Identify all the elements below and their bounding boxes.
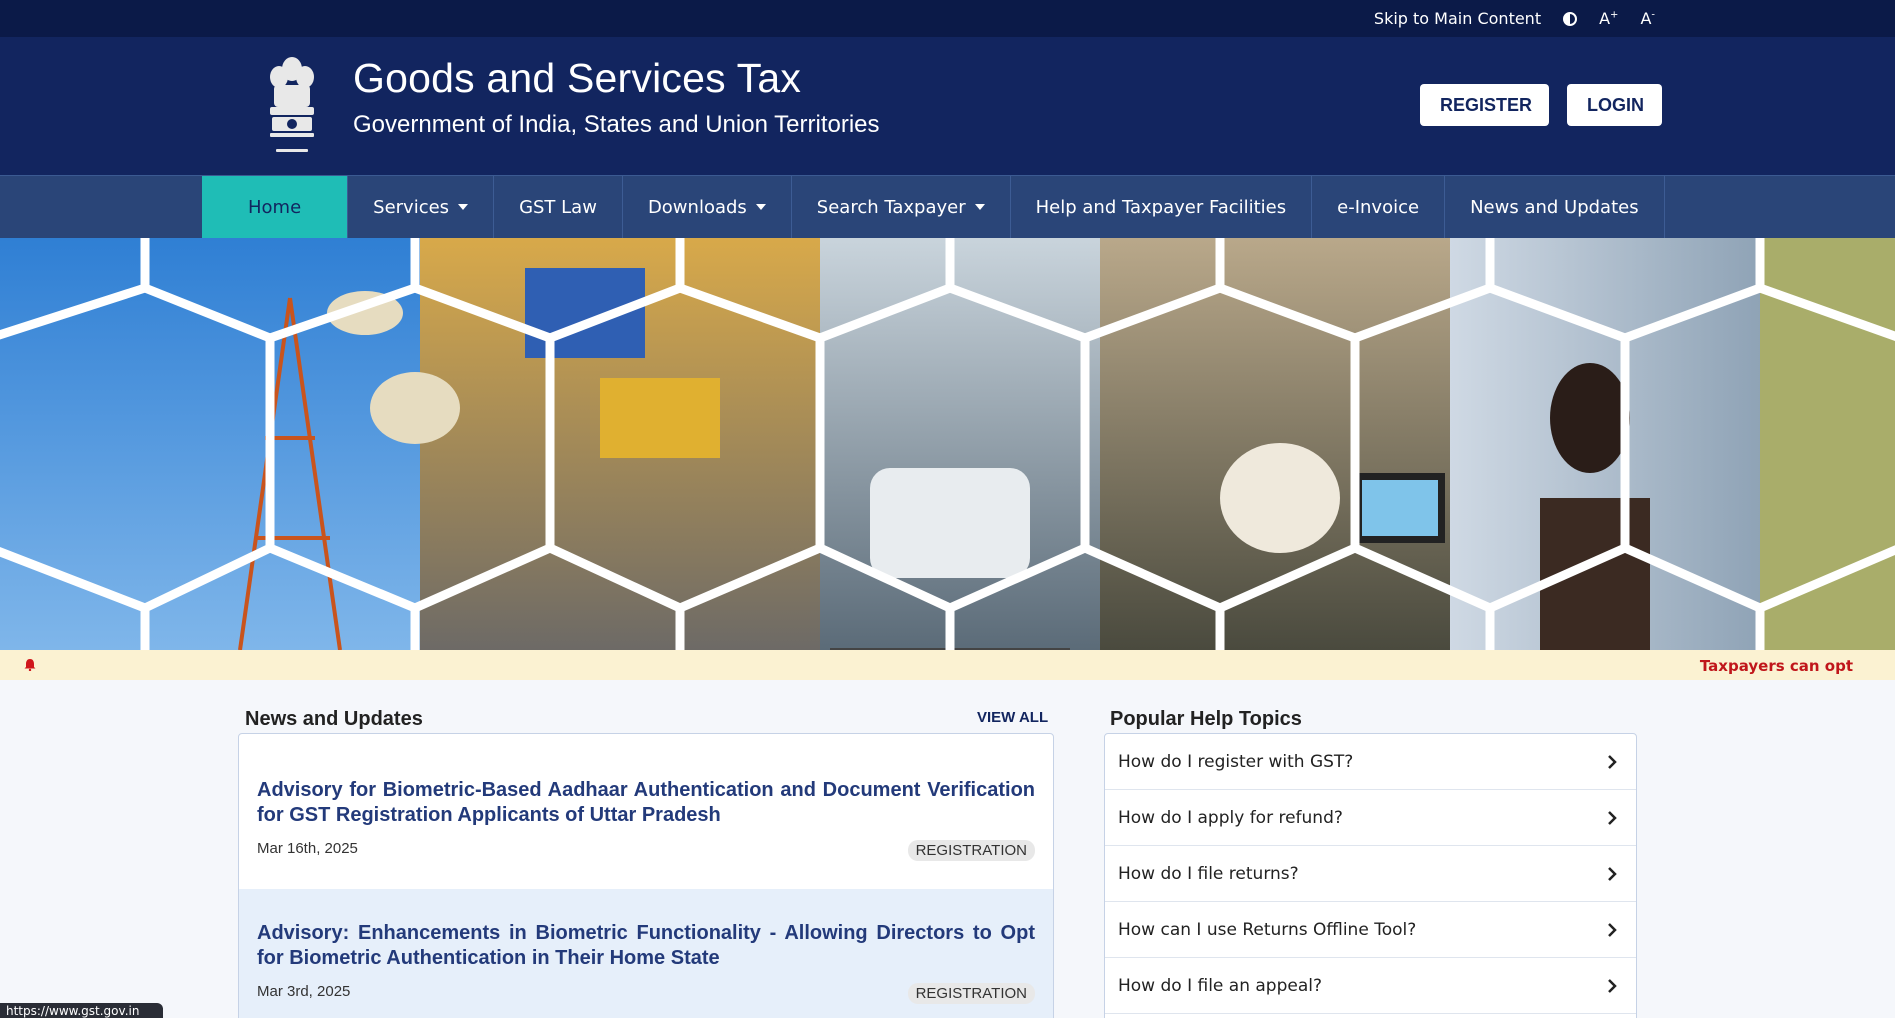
- nav-help-facilities[interactable]: Help and Taxpayer Facilities: [1011, 176, 1313, 238]
- national-emblem-icon[interactable]: [264, 51, 320, 161]
- nav-gst-law[interactable]: GST Law: [494, 176, 623, 238]
- font-decrease-label: A: [1640, 9, 1652, 28]
- nav-e-invoice[interactable]: e-Invoice: [1312, 176, 1446, 238]
- caret-down-icon: [974, 204, 985, 210]
- help-topics-list: How do I register with GST? How do I app…: [1104, 733, 1637, 1018]
- site-subtitle: Government of India, States and Union Te…: [353, 111, 880, 138]
- chevron-right-icon: [1608, 810, 1617, 825]
- announcement-ticker: Taxpayers can opt: [0, 650, 1895, 680]
- help-heading: Popular Help Topics: [1110, 708, 1302, 730]
- register-button[interactable]: REGISTER: [1420, 84, 1549, 126]
- main-content: News and Updates VIEW ALL Advisory for B…: [0, 680, 1895, 1018]
- help-topic-item[interactable]: How do I apply for refund?: [1105, 790, 1636, 846]
- news-date: Mar 3rd, 2025: [257, 983, 351, 1000]
- news-heading: News and Updates: [245, 708, 423, 730]
- caret-down-icon: [458, 204, 469, 210]
- nav-services[interactable]: Services: [348, 176, 495, 238]
- news-item[interactable]: Advisory for Biometric-Based Aadhaar Aut…: [239, 734, 1053, 889]
- view-all-link[interactable]: VIEW ALL: [977, 709, 1049, 726]
- help-topic-label: How do I apply for refund?: [1118, 807, 1343, 828]
- help-topic-item[interactable]: How do I register with GST?: [1105, 734, 1636, 790]
- login-button[interactable]: LOGIN: [1567, 84, 1662, 126]
- help-topic-item[interactable]: How can I use Returns Offline Tool?: [1105, 902, 1636, 958]
- chevron-right-icon: [1608, 922, 1617, 937]
- help-topic-label: How can I use Returns Offline Tool?: [1118, 919, 1417, 940]
- nav-downloads[interactable]: Downloads: [623, 176, 792, 238]
- utility-bar: Skip to Main Content A+ A-: [0, 0, 1895, 37]
- news-category-badge: REGISTRATION: [907, 840, 1035, 861]
- nav-home[interactable]: Home: [202, 176, 349, 238]
- skip-to-main-link[interactable]: Skip to Main Content: [1373, 9, 1542, 28]
- help-topic-label: How do I file returns?: [1118, 863, 1299, 884]
- caret-down-icon: [755, 204, 766, 210]
- font-decrease-sup: -: [1651, 9, 1655, 21]
- nav-news-updates[interactable]: News and Updates: [1445, 176, 1665, 238]
- hero-banner-image: [0, 238, 1895, 650]
- bell-icon: [24, 659, 36, 671]
- site-header: Goods and Services Tax Government of Ind…: [0, 37, 1895, 175]
- news-title[interactable]: Advisory for Biometric-Based Aadhaar Aut…: [257, 779, 1035, 826]
- help-topic-label: How do I register with GST?: [1118, 751, 1354, 772]
- help-topic-label: How do I file an appeal?: [1118, 975, 1323, 996]
- nav-downloads-label: Downloads: [647, 196, 747, 218]
- chevron-right-icon: [1608, 866, 1617, 881]
- hero-banner: [0, 238, 1895, 650]
- font-increase-button[interactable]: A+: [1599, 9, 1618, 28]
- nav-e-invoice-label: e-Invoice: [1337, 196, 1420, 218]
- chevron-right-icon: [1608, 754, 1617, 769]
- help-topic-item[interactable]: How do I file returns?: [1105, 846, 1636, 902]
- nav-search-taxpayer[interactable]: Search Taxpayer: [792, 176, 1011, 238]
- ticker-message[interactable]: Taxpayers can opt: [1699, 657, 1853, 675]
- news-list: Advisory for Biometric-Based Aadhaar Aut…: [238, 733, 1054, 1018]
- news-date: Mar 16th, 2025: [257, 840, 358, 857]
- font-increase-sup: +: [1610, 9, 1619, 21]
- nav-search-taxpayer-label: Search Taxpayer: [816, 196, 966, 218]
- nav-home-label: Home: [248, 196, 302, 218]
- nav-gst-law-label: GST Law: [519, 196, 597, 218]
- font-increase-label: A: [1599, 9, 1611, 28]
- font-decrease-button[interactable]: A-: [1640, 9, 1655, 28]
- nav-help-facilities-label: Help and Taxpayer Facilities: [1035, 196, 1287, 218]
- nav-news-updates-label: News and Updates: [1470, 196, 1639, 218]
- news-item[interactable]: Advisory: Enhancements in Biometric Func…: [239, 889, 1053, 1018]
- chevron-right-icon: [1608, 978, 1617, 993]
- nav-services-label: Services: [373, 196, 450, 218]
- contrast-icon[interactable]: [1563, 11, 1578, 26]
- help-topic-item[interactable]: How do I file an appeal?: [1105, 958, 1636, 1014]
- browser-status-url: https://www.gst.gov.in: [0, 1003, 163, 1018]
- news-category-badge: REGISTRATION: [907, 983, 1035, 1004]
- news-title[interactable]: Advisory: Enhancements in Biometric Func…: [257, 922, 1035, 969]
- site-title: Goods and Services Tax: [353, 55, 802, 101]
- main-nav: Home Services GST Law Downloads Search T…: [0, 175, 1895, 238]
